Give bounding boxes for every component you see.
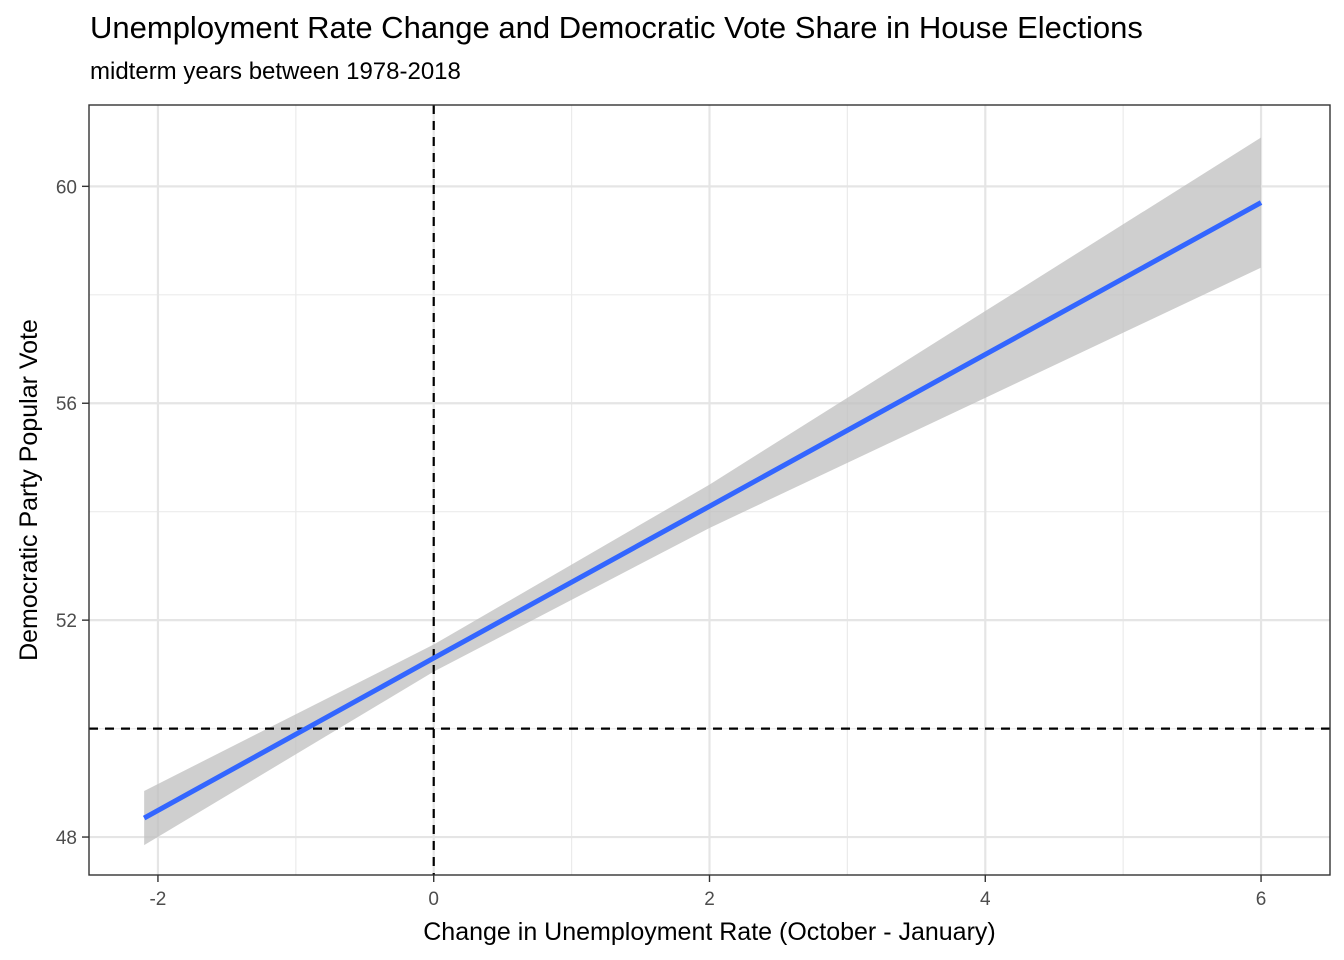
confidence-ribbon <box>144 137 1262 846</box>
chart-title: Unemployment Rate Change and Democratic … <box>90 10 1143 45</box>
x-tick-label: 4 <box>980 889 991 910</box>
x-tick-label: 2 <box>704 889 715 910</box>
x-axis-ticks: -2 0 2 4 6 <box>149 875 1266 910</box>
y-tick-label: 60 <box>56 177 77 198</box>
x-tick-label: 0 <box>428 889 439 910</box>
x-tick-label: 6 <box>1256 889 1267 910</box>
x-axis-title: Change in Unemployment Rate (October - J… <box>423 918 996 946</box>
y-axis-title: Democratic Party Popular Vote <box>15 319 43 661</box>
y-axis-ticks: 48 52 56 60 <box>56 177 89 849</box>
fit-line <box>142 200 1263 821</box>
reference-lines <box>89 105 1330 875</box>
y-tick-label: 48 <box>56 828 77 849</box>
y-tick-label: 52 <box>56 611 77 632</box>
x-tick-label: -2 <box>149 889 166 910</box>
y-tick-label: 56 <box>56 394 77 415</box>
chart-subtitle: midterm years between 1978-2018 <box>90 58 461 85</box>
